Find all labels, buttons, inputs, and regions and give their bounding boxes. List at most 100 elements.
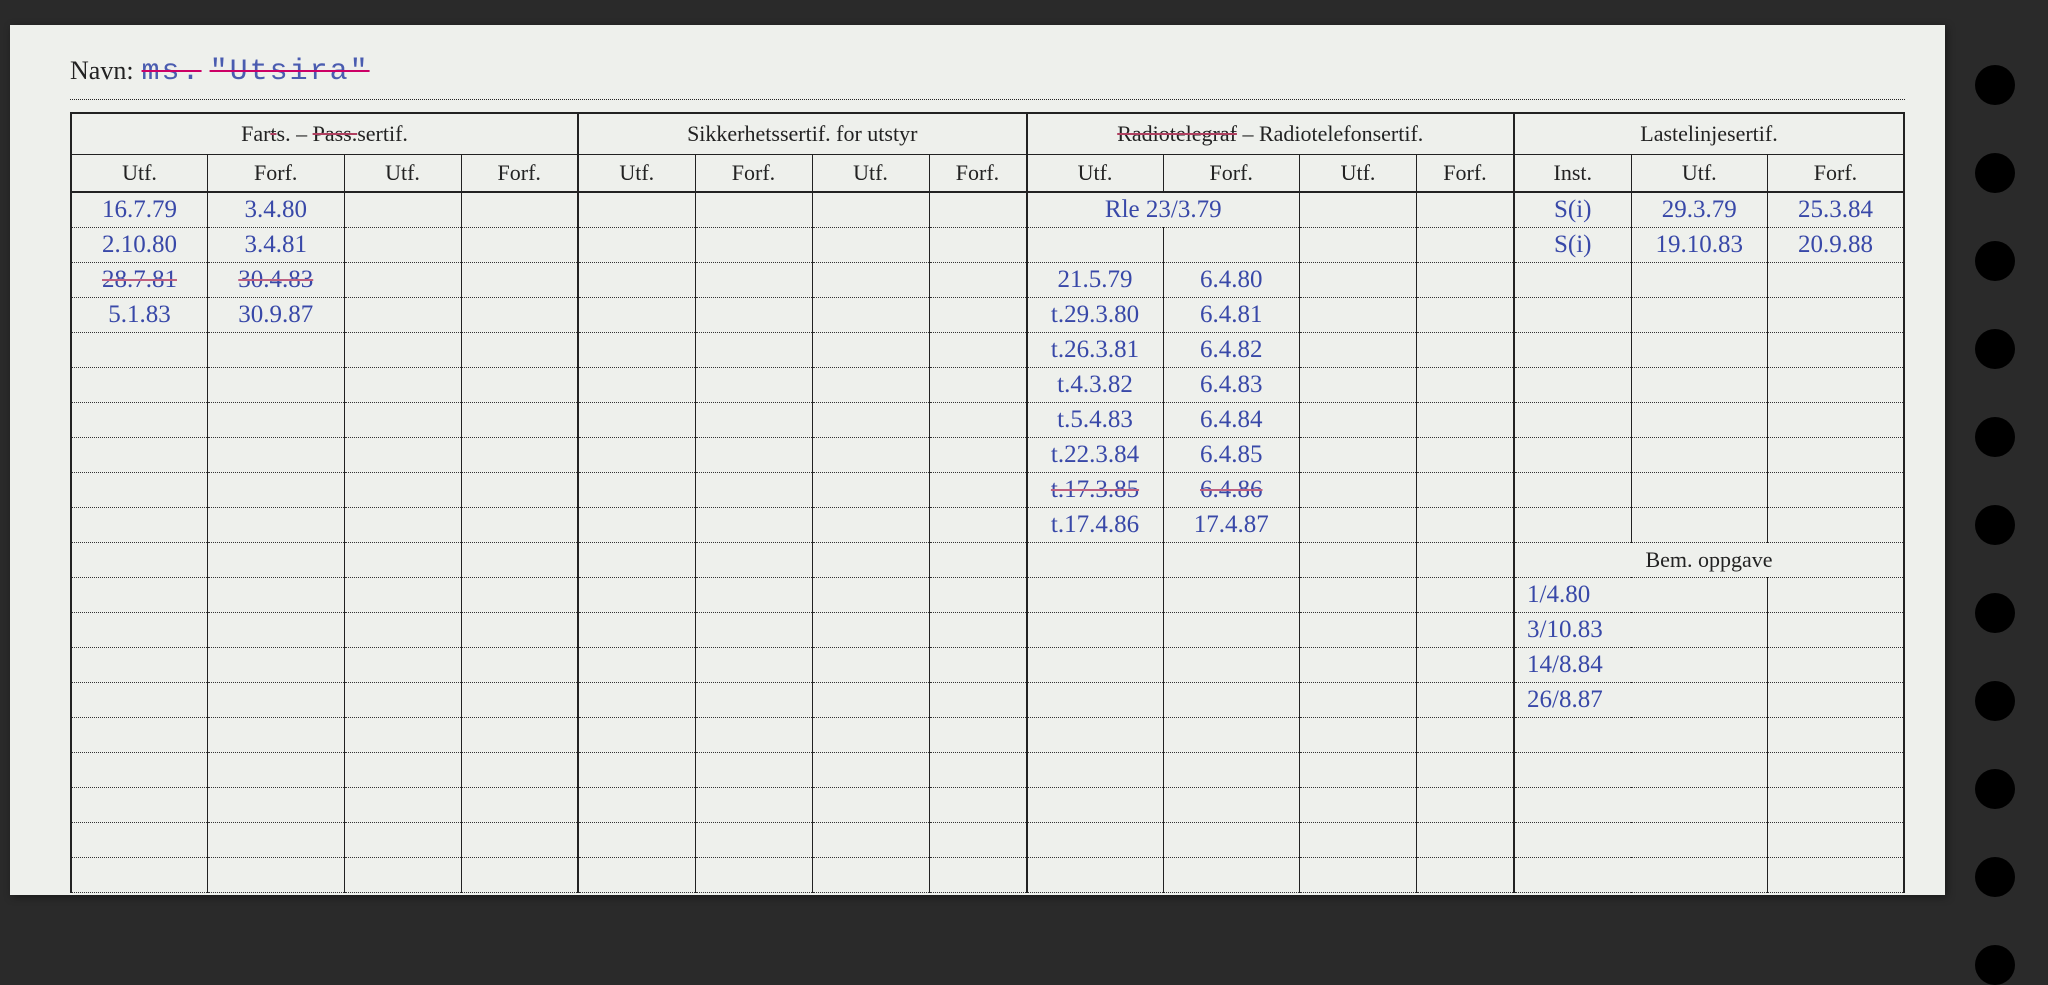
cell	[1027, 613, 1164, 648]
cell	[1768, 473, 1905, 508]
cell	[1163, 613, 1300, 648]
cell	[1163, 578, 1300, 613]
cell	[1631, 473, 1768, 508]
cell	[1417, 228, 1515, 263]
cell	[695, 298, 812, 333]
cell	[578, 858, 695, 893]
cell	[1163, 788, 1300, 823]
cell	[344, 192, 461, 228]
bem-cell: 26/8.87	[1514, 683, 1768, 718]
cell	[578, 823, 695, 858]
table-row	[71, 753, 1904, 788]
cell	[461, 333, 578, 368]
punch-hole	[1975, 329, 2015, 369]
cell	[578, 263, 695, 298]
cell: S(i)	[1514, 192, 1631, 228]
cell	[344, 298, 461, 333]
cell	[344, 403, 461, 438]
cell: 29.3.79	[1631, 192, 1768, 228]
cell	[578, 753, 695, 788]
cell	[1768, 298, 1905, 333]
cell	[1300, 648, 1417, 683]
cell: 2.10.80	[71, 228, 208, 263]
cell	[578, 578, 695, 613]
cell	[1300, 403, 1417, 438]
cell: 3.4.81	[208, 228, 345, 263]
cell: 6.4.86	[1163, 473, 1300, 508]
table-row: 28.7.8130.4.8321.5.796.4.80	[71, 263, 1904, 298]
name-row: Navn: ms. "Utsira"	[70, 55, 1905, 100]
cell	[929, 473, 1027, 508]
cell	[208, 683, 345, 718]
farts-label: Farts. – Pass.sertif.	[241, 121, 408, 146]
cell: 19.10.83	[1631, 228, 1768, 263]
cell	[1163, 648, 1300, 683]
cell	[461, 648, 578, 683]
radio-telefon: – Radiotelefonsertif.	[1237, 121, 1423, 146]
cell	[208, 858, 345, 893]
cell	[1027, 753, 1164, 788]
cell	[1417, 438, 1515, 473]
cell	[695, 333, 812, 368]
cell	[208, 753, 345, 788]
name-label: Navn:	[70, 56, 134, 86]
cell	[1300, 473, 1417, 508]
cell	[71, 438, 208, 473]
cell	[71, 473, 208, 508]
cell	[812, 368, 929, 403]
cell: S(i)	[1514, 228, 1631, 263]
cell: t.17.3.85	[1027, 473, 1164, 508]
cell	[1417, 263, 1515, 298]
cell	[578, 613, 695, 648]
col-forf: Forf.	[695, 155, 812, 193]
cell	[461, 788, 578, 823]
cell	[1417, 333, 1515, 368]
cell	[461, 858, 578, 893]
cell	[695, 438, 812, 473]
col-forf: Forf.	[1417, 155, 1515, 193]
cell	[208, 438, 345, 473]
cell	[1027, 718, 1164, 753]
cell	[929, 403, 1027, 438]
cell	[1300, 683, 1417, 718]
cell	[929, 368, 1027, 403]
cell	[208, 578, 345, 613]
col-utf: Utf.	[1027, 155, 1164, 193]
cell	[578, 333, 695, 368]
cell	[71, 368, 208, 403]
cell	[71, 613, 208, 648]
table-row: 3/10.83	[71, 613, 1904, 648]
table-row: t.17.3.856.4.86	[71, 473, 1904, 508]
cell	[929, 613, 1027, 648]
cell	[812, 298, 929, 333]
cell	[1768, 508, 1905, 543]
cell	[1417, 788, 1515, 823]
cell	[344, 753, 461, 788]
table-row	[71, 788, 1904, 823]
cell	[695, 543, 812, 578]
table-row: Bem. oppgave	[71, 543, 1904, 578]
cell	[929, 263, 1027, 298]
bem-cell: 1/4.80	[1514, 578, 1768, 613]
cell	[578, 508, 695, 543]
cell	[1768, 263, 1905, 298]
cell	[208, 368, 345, 403]
cell	[208, 508, 345, 543]
cell	[1300, 438, 1417, 473]
cell	[1300, 578, 1417, 613]
cell	[695, 263, 812, 298]
table-row: 26/8.87	[71, 683, 1904, 718]
cell	[461, 508, 578, 543]
cell	[695, 403, 812, 438]
cell	[812, 718, 929, 753]
table-row	[71, 718, 1904, 753]
cell	[1300, 263, 1417, 298]
cell	[1514, 263, 1631, 298]
cell	[344, 613, 461, 648]
cell	[929, 228, 1027, 263]
cell	[461, 823, 578, 858]
cell	[1300, 228, 1417, 263]
cell	[1631, 298, 1768, 333]
table-row: 1/4.80	[71, 578, 1904, 613]
cell	[208, 543, 345, 578]
